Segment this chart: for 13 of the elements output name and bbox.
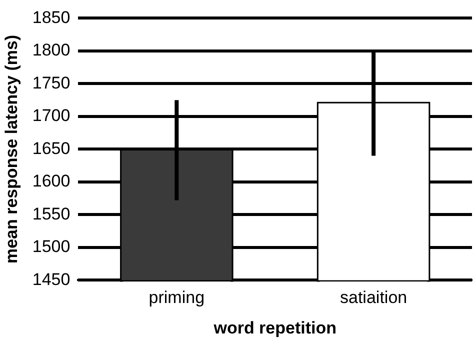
y-axis-title: mean response latency (ms) <box>2 34 21 264</box>
x-tick-label: priming <box>148 288 205 308</box>
y-tick-label: 1800 <box>32 40 70 60</box>
y-tick-label: 1850 <box>32 8 70 27</box>
y-tick-label: 1600 <box>32 172 70 191</box>
y-tick-label: 1700 <box>32 106 70 126</box>
x-tick-label: satiaition <box>340 288 408 308</box>
y-tick-label: 1550 <box>32 204 70 224</box>
y-tick-label: 1650 <box>32 138 70 158</box>
y-tick-label: 1500 <box>32 237 70 256</box>
x-axis-title: word repetition <box>212 318 336 338</box>
y-tick-label: 1450 <box>32 270 70 289</box>
y-tick-label: 1750 <box>32 73 70 92</box>
